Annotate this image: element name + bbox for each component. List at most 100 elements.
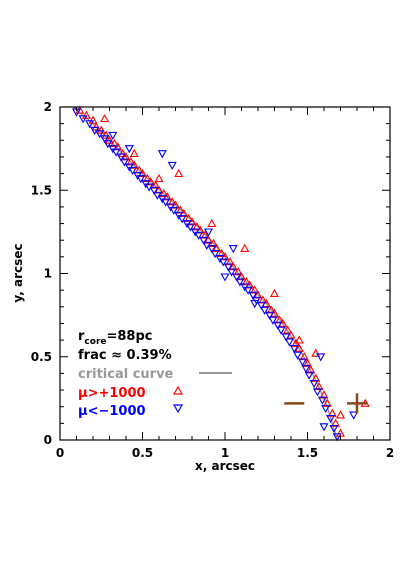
mu-pos-point	[154, 185, 164, 194]
mu-pos-point	[314, 381, 324, 391]
critical-curve-line	[72, 106, 338, 441]
mu-pos-point	[126, 157, 136, 166]
mu-neg-point	[207, 245, 217, 254]
mu-neg-point	[210, 250, 220, 259]
mu-pos-point	[100, 113, 110, 123]
mu-neg-point	[309, 379, 319, 389]
mu-neg-point	[157, 150, 167, 159]
mu-pos-point	[311, 348, 321, 357]
legend-mu-pos-marker	[172, 385, 184, 395]
mu-neg-point	[220, 273, 230, 282]
mu-pos-point	[154, 173, 164, 183]
mu-pos-point	[134, 165, 144, 174]
y-axis-title: y, arcsec	[11, 243, 25, 302]
mu-neg-point	[248, 291, 258, 300]
mu-pos-point	[207, 218, 217, 227]
mu-neg-point	[199, 236, 209, 245]
legend-frac: frac ≈ 0.39%	[78, 348, 172, 363]
mu-neg-point	[223, 263, 233, 272]
mu-pos-point	[233, 267, 243, 276]
mu-pos-point	[129, 148, 139, 158]
mu-neg-point	[228, 245, 238, 254]
mu-pos-point	[228, 262, 238, 271]
mu-neg-point	[289, 344, 299, 354]
mu-neg-point	[161, 198, 171, 207]
y-tick-label: 1.5	[31, 183, 52, 197]
legend-mu-neg-label: μ<−1000	[78, 404, 146, 419]
mu-pos-point	[121, 152, 131, 161]
mu-neg-point	[169, 206, 179, 215]
mu-pos-point	[302, 358, 313, 367]
mu-pos-point	[192, 222, 202, 231]
mu-pos-point	[330, 418, 341, 427]
mu-neg-point	[235, 278, 245, 287]
mu-neg-point	[227, 268, 237, 277]
mu-pos-point	[101, 130, 111, 139]
x-tick-label: 1	[221, 446, 229, 460]
mu-neg-point	[124, 145, 134, 154]
mu-pos-point	[142, 173, 152, 183]
mu-neg-point	[218, 258, 228, 267]
y-tick-label: 0.5	[31, 350, 52, 364]
mu-pos-point	[151, 180, 161, 189]
mu-neg-point	[128, 166, 138, 176]
mu-neg-point	[250, 300, 260, 309]
mu-pos-point	[294, 343, 304, 352]
mu-neg-point	[326, 414, 336, 424]
mu-neg-point	[116, 153, 126, 162]
mu-pos-point	[335, 410, 346, 419]
mu-pos-point	[283, 325, 293, 334]
mu-neg-point	[194, 231, 204, 240]
mu-neg-point	[136, 175, 146, 184]
mu-pos-point	[88, 115, 98, 124]
mu-pos-point	[274, 315, 285, 324]
mu-neg-point	[243, 286, 253, 295]
legend: rcore=88pc frac ≈ 0.39% critical curve μ…	[78, 329, 232, 419]
mu-pos-point	[266, 305, 276, 314]
mu-pos-point	[200, 230, 210, 239]
mu-neg-point	[85, 120, 95, 129]
mu-neg-point	[276, 326, 286, 335]
mu-pos-point	[258, 295, 268, 304]
mu-pos-point	[225, 257, 235, 266]
mu-pos-point	[81, 110, 91, 119]
y-tick-label: 1	[44, 267, 52, 281]
mu-neg-point	[119, 158, 129, 167]
mu-neg-point	[149, 186, 159, 195]
mu-neg-point	[317, 396, 327, 405]
legend-rcore: rcore=88pc	[78, 329, 152, 347]
mu-neg-point	[264, 311, 275, 320]
mu-neg-point	[321, 404, 331, 414]
mu-neg-point	[281, 333, 291, 342]
axis-ticks	[59, 106, 391, 441]
mu-pos-point	[322, 398, 332, 407]
mu-neg-point	[349, 411, 359, 420]
mu-neg-point	[177, 215, 187, 224]
mu-pos-point	[327, 408, 337, 417]
mu-pos-point	[250, 285, 260, 294]
mu-pos-point	[75, 105, 85, 114]
mu-pos-point	[109, 138, 119, 148]
mu-pos-point	[241, 277, 251, 286]
mu-pos-point	[212, 243, 222, 252]
mu-pos-point	[208, 238, 219, 247]
mu-pos-point	[174, 168, 184, 178]
mu-neg-point	[103, 140, 113, 149]
mu-neg-point	[304, 371, 314, 380]
mu-neg-point	[316, 353, 326, 362]
mu-pos-point	[217, 248, 227, 257]
mu-neg-point	[284, 338, 294, 347]
mu-neg-point	[232, 273, 242, 282]
mu-pos-point	[175, 205, 185, 214]
x-tick-label: 2	[386, 446, 394, 460]
mu-neg-point	[301, 364, 311, 374]
y-tick-label: 2	[44, 100, 52, 114]
mu-neg-point	[167, 161, 177, 171]
mu-pos-point	[236, 272, 247, 281]
mu-neg-point	[312, 388, 322, 397]
mu-pos-point	[184, 213, 194, 222]
mu-neg-point	[273, 321, 283, 330]
mu-pos-point	[167, 197, 177, 206]
mu-pos-point	[203, 235, 214, 244]
